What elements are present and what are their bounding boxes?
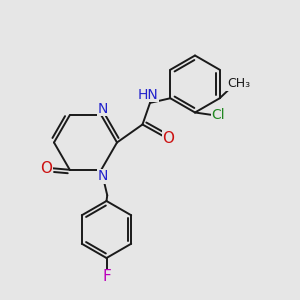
Text: N: N — [98, 102, 108, 116]
Text: O: O — [162, 131, 174, 146]
Text: Cl: Cl — [212, 108, 225, 122]
Text: O: O — [40, 161, 52, 176]
Text: HN: HN — [137, 88, 158, 101]
Text: N: N — [98, 169, 108, 183]
Text: F: F — [102, 269, 111, 284]
Text: CH₃: CH₃ — [227, 77, 250, 90]
